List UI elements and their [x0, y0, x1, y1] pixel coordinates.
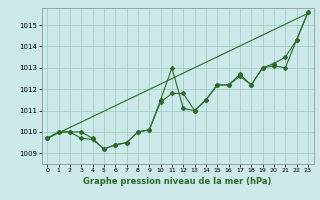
X-axis label: Graphe pression niveau de la mer (hPa): Graphe pression niveau de la mer (hPa) [84, 177, 272, 186]
